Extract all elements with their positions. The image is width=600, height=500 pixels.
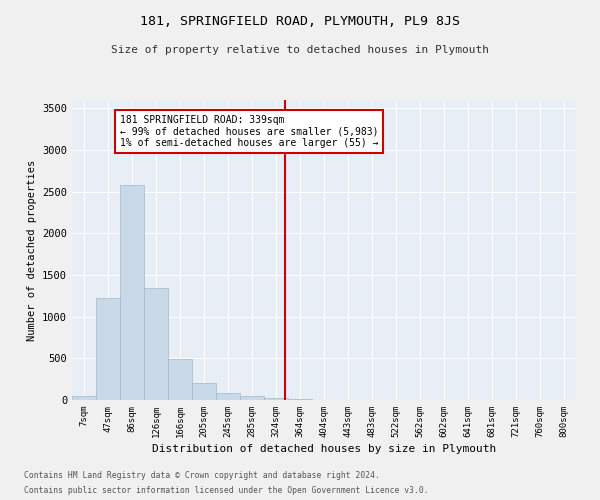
Bar (168, 359, 192, 400)
Bar (264, 398, 288, 400)
Bar (216, 392, 240, 400)
X-axis label: Distribution of detached houses by size in Plymouth: Distribution of detached houses by size … (152, 444, 496, 454)
Bar (120, 185, 144, 400)
Bar (240, 396, 264, 400)
Bar (288, 399, 312, 400)
Bar (72, 396, 96, 400)
Y-axis label: Number of detached properties: Number of detached properties (26, 160, 37, 340)
Text: 181 SPRINGFIELD ROAD: 339sqm
← 99% of detached houses are smaller (5,983)
1% of : 181 SPRINGFIELD ROAD: 339sqm ← 99% of de… (120, 115, 379, 148)
Bar (96, 298, 120, 400)
Bar (192, 384, 216, 400)
Text: Size of property relative to detached houses in Plymouth: Size of property relative to detached ho… (111, 45, 489, 55)
Bar (144, 288, 168, 400)
Text: Contains HM Land Registry data © Crown copyright and database right 2024.: Contains HM Land Registry data © Crown c… (24, 471, 380, 480)
Text: Contains public sector information licensed under the Open Government Licence v3: Contains public sector information licen… (24, 486, 428, 495)
Text: 181, SPRINGFIELD ROAD, PLYMOUTH, PL9 8JS: 181, SPRINGFIELD ROAD, PLYMOUTH, PL9 8JS (140, 15, 460, 28)
